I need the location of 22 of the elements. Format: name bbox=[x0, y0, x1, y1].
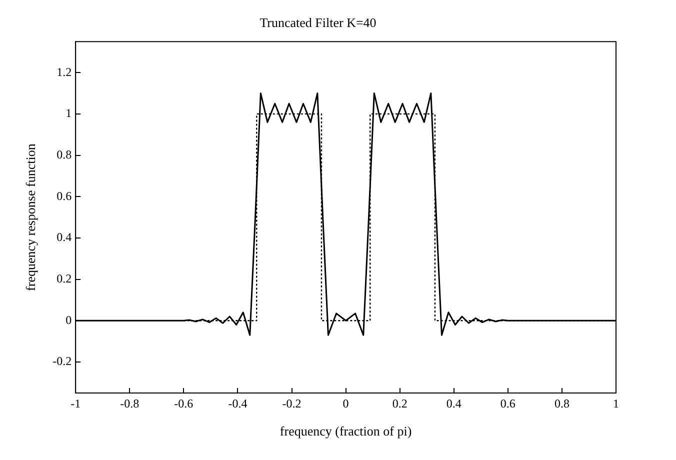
x-tick-label: -0.2 bbox=[282, 396, 302, 410]
chart-title: Truncated Filter K=40 bbox=[260, 15, 376, 30]
y-tick-label: 1.2 bbox=[56, 64, 72, 79]
y-tick-label: 0.2 bbox=[56, 271, 72, 286]
x-axis-title: frequency (fraction of pi) bbox=[280, 424, 412, 439]
y-tick-label: 0.6 bbox=[56, 188, 72, 203]
x-tick-label: 0.4 bbox=[446, 396, 462, 410]
x-tick-label: 0.8 bbox=[554, 396, 570, 410]
x-tick-label: 0.2 bbox=[392, 396, 408, 410]
x-tick-label: 1 bbox=[613, 396, 619, 410]
x-tick-label: -0.8 bbox=[120, 396, 140, 410]
y-tick-label: 0.4 bbox=[56, 230, 72, 244]
x-tick-label: 0 bbox=[342, 396, 349, 410]
y-axis-title: frequency response function bbox=[23, 143, 38, 291]
x-tick-label: -1 bbox=[70, 396, 81, 410]
x-tick-label: 0.6 bbox=[500, 396, 516, 410]
x-tick-label: -0.4 bbox=[228, 396, 248, 410]
y-tick-label: 0.8 bbox=[56, 147, 72, 162]
y-tick-label: 1 bbox=[66, 106, 72, 120]
y-tick-label: 0 bbox=[66, 312, 72, 327]
y-tick-label: -0.2 bbox=[52, 354, 72, 368]
x-tick-label: -0.6 bbox=[174, 396, 194, 410]
